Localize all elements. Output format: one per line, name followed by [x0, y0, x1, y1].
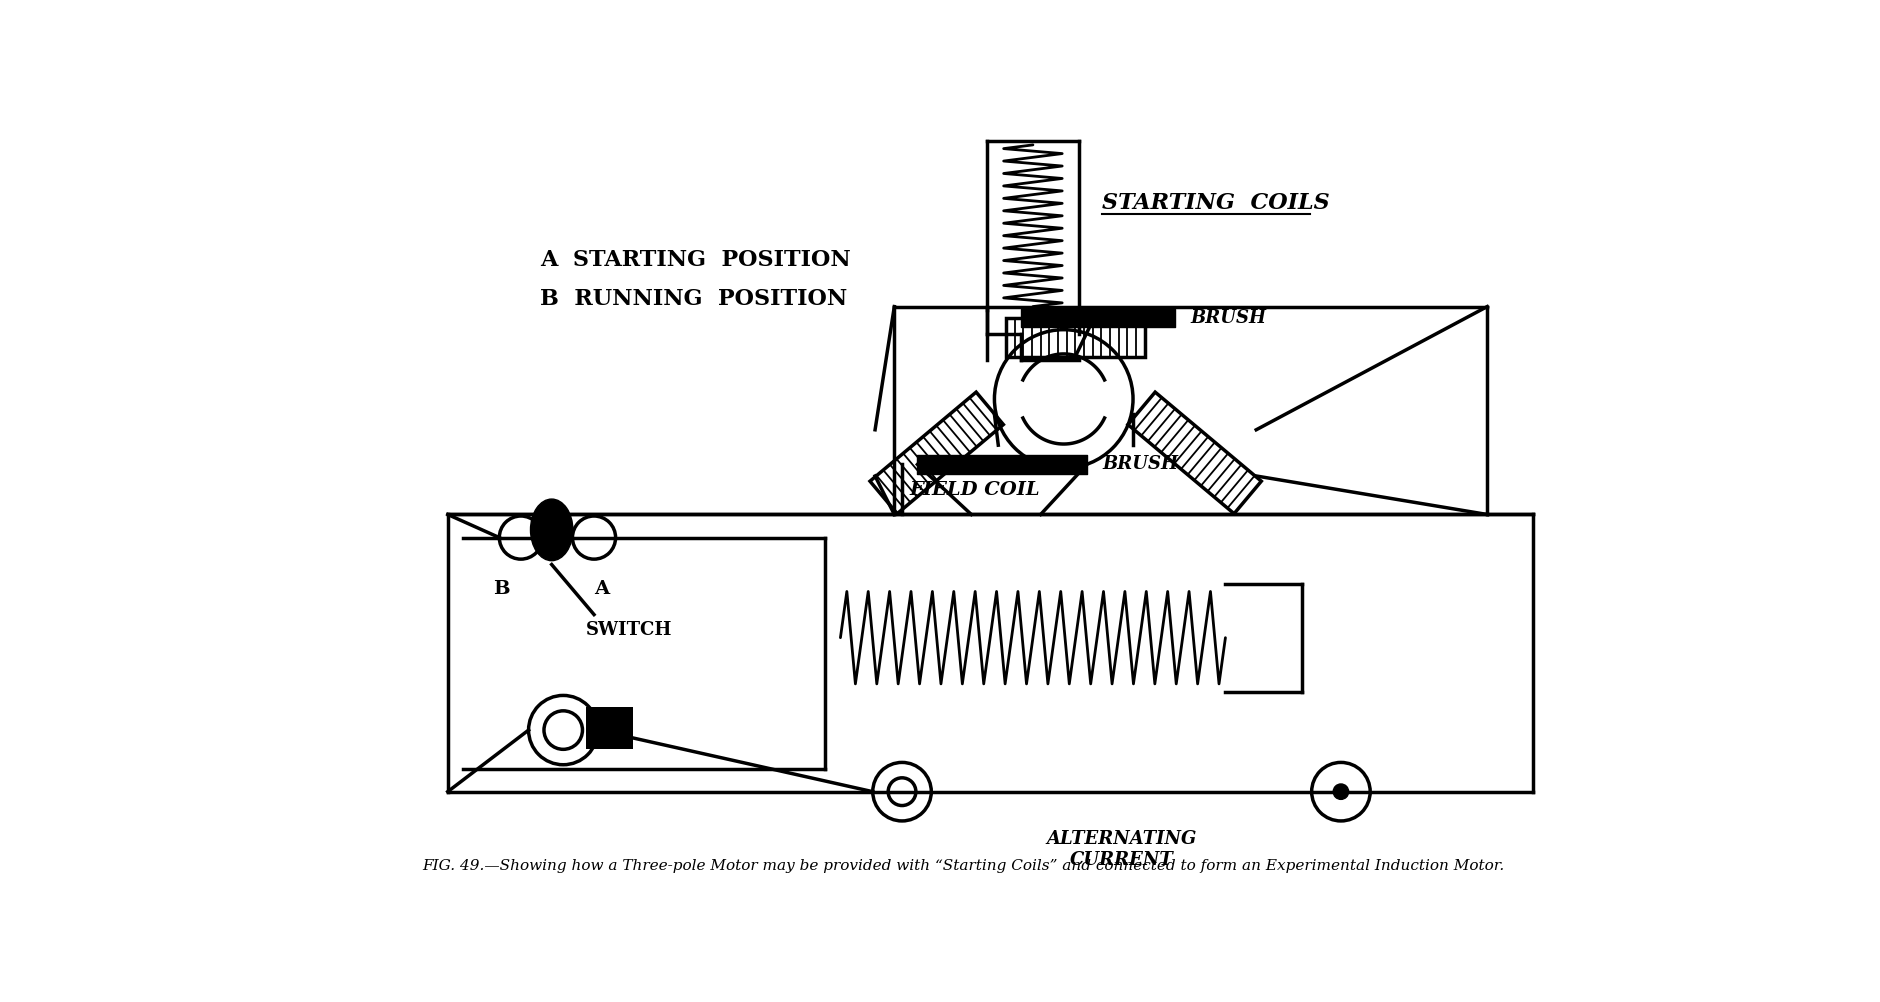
Text: A: A — [594, 580, 609, 598]
Text: SWITCH: SWITCH — [587, 621, 673, 639]
Text: FIG. 49.—Showing how a Three-pole Motor may be provided with “Starting Coils” an: FIG. 49.—Showing how a Three-pole Motor … — [423, 859, 1504, 873]
Text: BRUSH: BRUSH — [1102, 456, 1177, 473]
Text: A  STARTING  POSITION: A STARTING POSITION — [540, 249, 850, 272]
Text: STARTING  COILS: STARTING COILS — [1102, 191, 1329, 213]
Text: BRUSH: BRUSH — [1190, 310, 1265, 327]
Text: B  RUNNING  POSITION: B RUNNING POSITION — [540, 288, 846, 310]
Circle shape — [1333, 784, 1348, 800]
Text: FIELD COIL: FIELD COIL — [910, 481, 1040, 499]
Text: B: B — [493, 580, 509, 598]
Ellipse shape — [530, 499, 573, 561]
Polygon shape — [587, 707, 632, 749]
Text: ALTERNATING
CURRENT: ALTERNATING CURRENT — [1045, 831, 1196, 869]
